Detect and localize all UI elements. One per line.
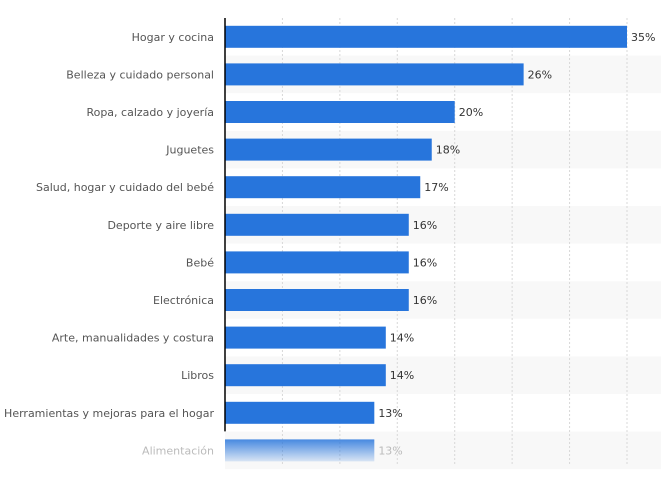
value-labels: 35% 26% 20% 18% 17% 16% 16% 16% 14% 14% 13% 13% <box>378 31 655 458</box>
value-label: 13% <box>378 407 402 420</box>
category-label: Arte, manualidades y costura <box>52 332 214 345</box>
value-label: 16% <box>413 256 437 269</box>
bar <box>225 213 409 236</box>
bar <box>225 401 375 424</box>
category-label: Belleza y cuidado personal <box>66 68 214 81</box>
category-label: Juguetes <box>165 144 214 157</box>
category-label: Alimentación <box>142 444 214 457</box>
bar <box>225 289 409 311</box>
value-label: 35% <box>631 31 655 44</box>
category-label: Deporte y aire libre <box>107 219 214 232</box>
category-label: Hogar y cocina <box>132 31 214 44</box>
category-label: Libros <box>181 369 214 382</box>
value-label: 13% <box>378 444 402 457</box>
bar <box>225 439 375 462</box>
category-label: Ropa, calzado y joyería <box>86 106 214 119</box>
value-label: 17% <box>424 181 448 194</box>
bar <box>225 364 386 387</box>
bar <box>225 63 524 86</box>
category-label: Bebé <box>186 256 214 269</box>
value-label: 14% <box>390 332 414 345</box>
bars <box>225 25 627 462</box>
category-labels: Hogar y cocina Belleza y cuidado personal… <box>4 31 214 458</box>
value-label: 20% <box>459 106 483 119</box>
bar <box>225 251 409 274</box>
value-label: 14% <box>390 369 414 382</box>
value-label: 16% <box>413 219 437 232</box>
bar <box>225 25 627 48</box>
category-label: Electrónica <box>153 294 214 307</box>
category-label: Salud, hogar y cuidado del bebé <box>36 181 214 194</box>
value-label: 16% <box>413 294 437 307</box>
value-label: 18% <box>436 144 460 157</box>
bar <box>225 326 386 349</box>
gridlines <box>281 18 628 466</box>
category-label: Herramientas y mejoras para el hogar <box>4 407 214 420</box>
value-label: 26% <box>528 68 552 81</box>
bar <box>225 101 455 123</box>
bar <box>225 138 432 161</box>
bar <box>225 176 421 199</box>
